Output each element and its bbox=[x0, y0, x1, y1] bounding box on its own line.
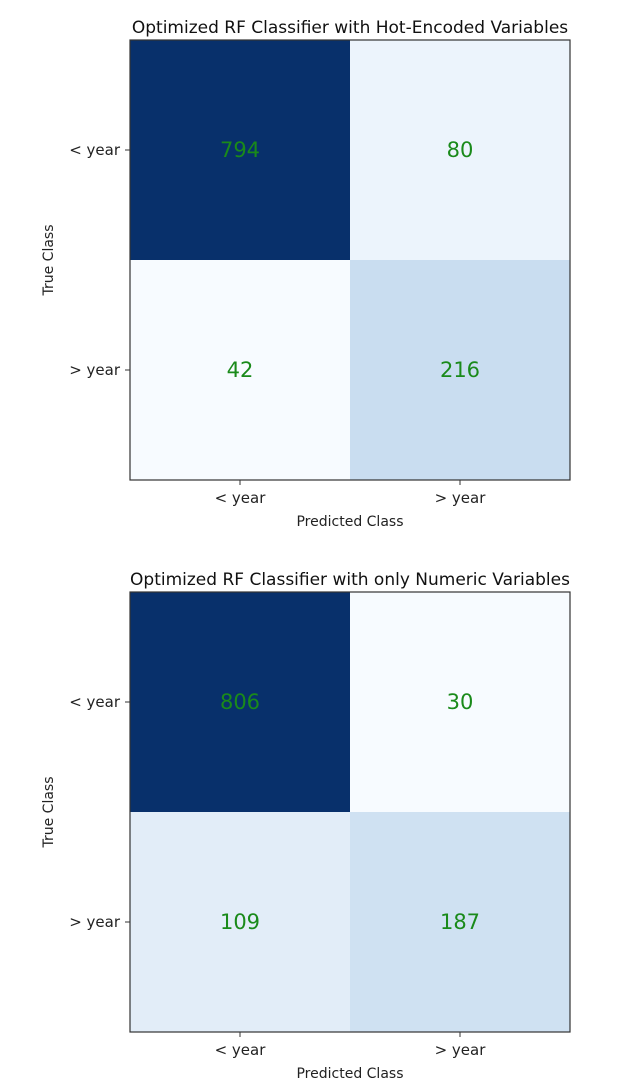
cell-value-r1-c1: 216 bbox=[440, 358, 480, 382]
x-tick-label-1: > year bbox=[435, 1041, 487, 1059]
heatmap-cell-r1-c0 bbox=[130, 812, 350, 1032]
heatmap-cell-r1-c1 bbox=[350, 260, 570, 480]
cell-value-r0-c0: 794 bbox=[220, 138, 260, 162]
x-tick-label-0: < year bbox=[215, 489, 267, 507]
heatmap-cell-r1-c1 bbox=[350, 812, 570, 1032]
heatmap-svg: Optimized RF Classifier with Hot-Encoded… bbox=[41, 18, 571, 530]
x-tick-label-0: < year bbox=[215, 1041, 267, 1059]
cell-value-r0-c0: 806 bbox=[220, 690, 260, 714]
heatmap-cell-r1-c0 bbox=[130, 260, 350, 480]
y-axis-label: True Class bbox=[41, 224, 57, 296]
chart-title: Optimized RF Classifier with Hot-Encoded… bbox=[132, 18, 568, 38]
confusion-matrix-numeric: Optimized RF Classifier with only Numeri… bbox=[0, 552, 636, 1092]
x-tick-label-1: > year bbox=[435, 489, 487, 507]
confusion-matrix-hot-encoded: Optimized RF Classifier with Hot-Encoded… bbox=[0, 0, 636, 540]
cell-value-r1-c0: 42 bbox=[227, 358, 254, 382]
chart-title: Optimized RF Classifier with only Numeri… bbox=[130, 570, 570, 590]
heatmap-cell-r0-c1 bbox=[350, 592, 570, 812]
y-tick-label-1: > year bbox=[69, 913, 121, 931]
y-tick-label-0: < year bbox=[69, 693, 121, 711]
y-tick-label-1: > year bbox=[69, 361, 121, 379]
heatmap-cell-r0-c0 bbox=[130, 40, 350, 260]
x-axis-label: Predicted Class bbox=[296, 1066, 403, 1082]
cell-value-r0-c1: 80 bbox=[447, 138, 474, 162]
y-tick-label-0: < year bbox=[69, 141, 121, 159]
x-axis-label: Predicted Class bbox=[296, 514, 403, 530]
plot-frame bbox=[129, 591, 571, 1033]
heatmap-cell-r0-c0 bbox=[130, 592, 350, 812]
cell-value-r0-c1: 30 bbox=[447, 690, 474, 714]
plot-frame bbox=[129, 39, 571, 481]
heatmap-cell-r0-c1 bbox=[350, 40, 570, 260]
y-axis-label: True Class bbox=[41, 776, 57, 848]
heatmap-svg: Optimized RF Classifier with only Numeri… bbox=[41, 570, 571, 1082]
cell-value-r1-c0: 109 bbox=[220, 910, 260, 934]
cell-value-r1-c1: 187 bbox=[440, 910, 480, 934]
